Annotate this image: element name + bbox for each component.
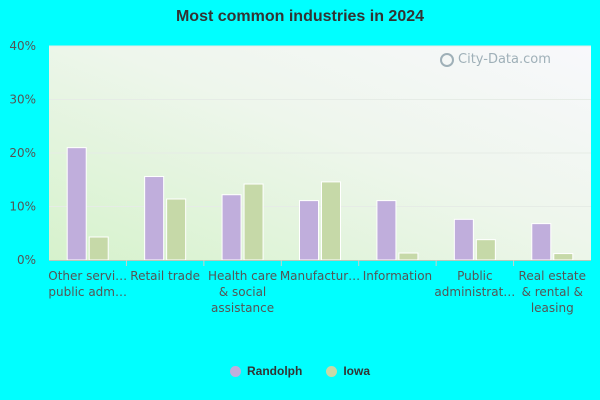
bar-iowa bbox=[398, 252, 419, 261]
bar-randolph bbox=[376, 200, 397, 261]
chart-title: Most common industries in 2024 bbox=[175, 8, 425, 25]
y-tick-label: 10% bbox=[9, 200, 36, 214]
bar-randolph bbox=[531, 223, 552, 261]
bar-iowa bbox=[88, 236, 109, 261]
bar-iowa bbox=[166, 198, 187, 261]
bar-iowa bbox=[475, 239, 496, 261]
bar-randolph bbox=[221, 194, 242, 261]
legend-label-iowa: Iowa bbox=[343, 364, 370, 378]
y-tick-label: 0% bbox=[17, 253, 36, 267]
bar-randolph bbox=[144, 176, 165, 261]
legend-label-randolph: Randolph bbox=[247, 364, 303, 378]
x-tick-label: Manufactur… bbox=[280, 269, 360, 283]
x-tick-label: Public administrat… bbox=[434, 269, 515, 299]
x-tick-label: Other servi… public adm… bbox=[48, 269, 127, 299]
x-tick-label: Information bbox=[363, 269, 432, 283]
bar-randolph bbox=[66, 147, 87, 261]
watermark-text: City-Data.com bbox=[458, 52, 551, 67]
x-tick-label: Retail trade bbox=[130, 269, 200, 283]
y-tick-label: 20% bbox=[9, 146, 36, 160]
bar-iowa bbox=[243, 183, 264, 261]
watermark: City-Data.com bbox=[440, 52, 551, 67]
bar-iowa bbox=[553, 253, 574, 261]
legend-item-randolph: Randolph bbox=[230, 364, 302, 378]
x-tick-label: Real estate & rental & leasing bbox=[519, 269, 586, 315]
legend-swatch-randolph bbox=[230, 365, 241, 377]
legend: Randolph Iowa bbox=[0, 364, 600, 378]
y-tick-label: 30% bbox=[9, 93, 36, 107]
magnifier-icon bbox=[440, 52, 454, 67]
legend-swatch-iowa bbox=[326, 365, 338, 377]
bar-iowa bbox=[321, 181, 341, 261]
y-tick-label: 40% bbox=[9, 39, 36, 53]
bar-randolph bbox=[453, 218, 474, 261]
bar-randolph bbox=[299, 200, 319, 261]
legend-item-iowa: Iowa bbox=[326, 364, 370, 378]
x-tick-label: Health care & social assistance bbox=[208, 269, 277, 315]
